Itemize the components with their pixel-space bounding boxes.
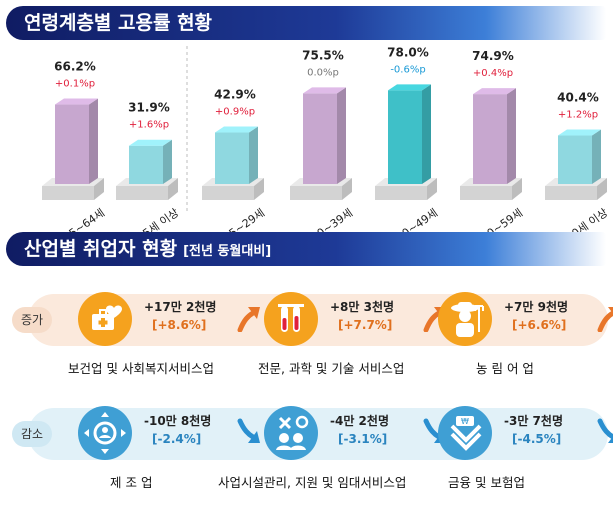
value-label: 42.9% bbox=[214, 88, 256, 102]
value: +7만 9천명 bbox=[504, 300, 569, 314]
bar-top bbox=[473, 88, 516, 95]
bar-pedestal-side bbox=[94, 178, 104, 200]
bar-top bbox=[558, 129, 601, 136]
change-label: +0.4%p bbox=[473, 68, 513, 79]
value: -3만 7천명 bbox=[504, 414, 563, 428]
bar-pedestal-side bbox=[512, 178, 522, 200]
bar-top bbox=[388, 84, 431, 91]
percent: [-4.5%] bbox=[512, 432, 562, 446]
bar-side bbox=[507, 88, 516, 184]
bar-top bbox=[215, 126, 258, 133]
increase-badge: 증가 bbox=[12, 307, 52, 333]
bar-side bbox=[163, 139, 172, 184]
bar bbox=[473, 94, 507, 184]
bar-side bbox=[422, 84, 431, 184]
bar-side bbox=[592, 129, 601, 184]
value-label: 66.2% bbox=[54, 60, 96, 74]
up-arrow-icon bbox=[236, 304, 262, 336]
change-label: +0.9%p bbox=[215, 107, 255, 118]
decrease-badge: 감소 bbox=[12, 421, 52, 447]
percent: [+8.6%] bbox=[152, 318, 207, 332]
bar-pedestal-side bbox=[427, 178, 437, 200]
industry-name: 농 림 어 업 bbox=[476, 361, 534, 376]
change-label: +1.6%p bbox=[129, 120, 169, 131]
bar-pedestal-front bbox=[545, 186, 597, 200]
bar-side bbox=[89, 98, 98, 184]
bar-pedestal-side bbox=[597, 178, 607, 200]
change-label: +1.2%p bbox=[558, 110, 598, 121]
bar-side bbox=[249, 126, 258, 184]
section2-subtitle: [전년 동월대비] bbox=[183, 244, 272, 259]
bar-group: 42.9%+0.9%p15~29세 bbox=[202, 88, 267, 244]
value-label: 40.4% bbox=[557, 91, 599, 105]
bar-pedestal-side bbox=[342, 178, 352, 200]
bar bbox=[558, 135, 592, 184]
bar-group: 75.5%0.0%p30~39세 bbox=[290, 48, 355, 244]
manufacturing-icon bbox=[78, 406, 132, 460]
value: +17만 2천명 bbox=[144, 300, 217, 314]
bar-group: 66.2%+0.1%p15~64세 bbox=[42, 60, 107, 244]
change-label: 0.0%p bbox=[307, 67, 339, 78]
bar bbox=[55, 104, 89, 184]
value-label: 74.9% bbox=[472, 49, 514, 63]
bar bbox=[215, 132, 249, 184]
bar-pedestal-front bbox=[42, 186, 94, 200]
value: -4만 2천명 bbox=[330, 414, 389, 428]
value-label: 31.9% bbox=[128, 101, 170, 115]
down-arrow-icon bbox=[596, 418, 613, 450]
value-label: 75.5% bbox=[302, 48, 344, 62]
bar-group: 74.9%+0.4%p50~59세 bbox=[460, 49, 525, 244]
bar-pedestal-front bbox=[375, 186, 427, 200]
value-label: 78.0% bbox=[387, 45, 429, 59]
bar-pedestal-side bbox=[168, 178, 178, 200]
bar-top bbox=[129, 139, 172, 146]
industry-name: 보건업 및 사회복지서비스업 bbox=[68, 361, 214, 376]
bar bbox=[303, 93, 337, 184]
change-label: +0.1%p bbox=[55, 79, 95, 90]
farmer-icon bbox=[438, 292, 492, 346]
bar-pedestal-side bbox=[254, 178, 264, 200]
bar-pedestal-front bbox=[460, 186, 512, 200]
industry-name: 제 조 업 bbox=[110, 475, 153, 490]
percent: [+6.6%] bbox=[512, 318, 567, 332]
down-arrow-icon bbox=[236, 418, 262, 450]
bar-pedestal-front bbox=[290, 186, 342, 200]
percent: [-2.4%] bbox=[152, 432, 202, 446]
bar-group: 78.0%-0.6%p40~49세 bbox=[375, 45, 440, 244]
healthcare-icon bbox=[78, 292, 132, 346]
bar-top bbox=[55, 98, 98, 105]
industry-section: 증가 감소 +17만 2천명 [+8.6%] 보건업 및 사회복지서비스업 +8… bbox=[0, 262, 613, 525]
support-services-icon bbox=[264, 406, 318, 460]
bar bbox=[388, 90, 422, 184]
section2-banner: 산업별 취업자 현황 [전년 동월대비] bbox=[6, 232, 606, 266]
section2-title: 산업별 취업자 현황 bbox=[24, 238, 178, 260]
bar-pedestal-front bbox=[202, 186, 254, 200]
section1-banner: 연령계층별 고용률 현황 bbox=[6, 6, 606, 40]
bar-side bbox=[337, 87, 346, 184]
section1-title: 연령계층별 고용률 현황 bbox=[24, 12, 213, 34]
industry-name: 금융 및 보험업 bbox=[448, 475, 525, 490]
svg-text:₩: ₩ bbox=[461, 417, 469, 426]
percent: [+7.7%] bbox=[338, 318, 393, 332]
value: -10만 8천명 bbox=[144, 414, 212, 428]
up-arrow-icon bbox=[596, 304, 613, 336]
finance-icon: ₩ bbox=[438, 406, 492, 460]
change-label: -0.6%p bbox=[390, 64, 425, 75]
bar-top bbox=[303, 87, 346, 94]
industry-name: 사업시설관리, 지원 및 임대서비스업 bbox=[218, 475, 407, 490]
percent: [-3.1%] bbox=[338, 432, 388, 446]
bar bbox=[129, 145, 163, 184]
test-tube-icon bbox=[264, 292, 318, 346]
value: +8만 3천명 bbox=[330, 300, 395, 314]
bar-pedestal-front bbox=[116, 186, 168, 200]
industry-name: 전문, 과학 및 기술 서비스업 bbox=[258, 361, 405, 376]
